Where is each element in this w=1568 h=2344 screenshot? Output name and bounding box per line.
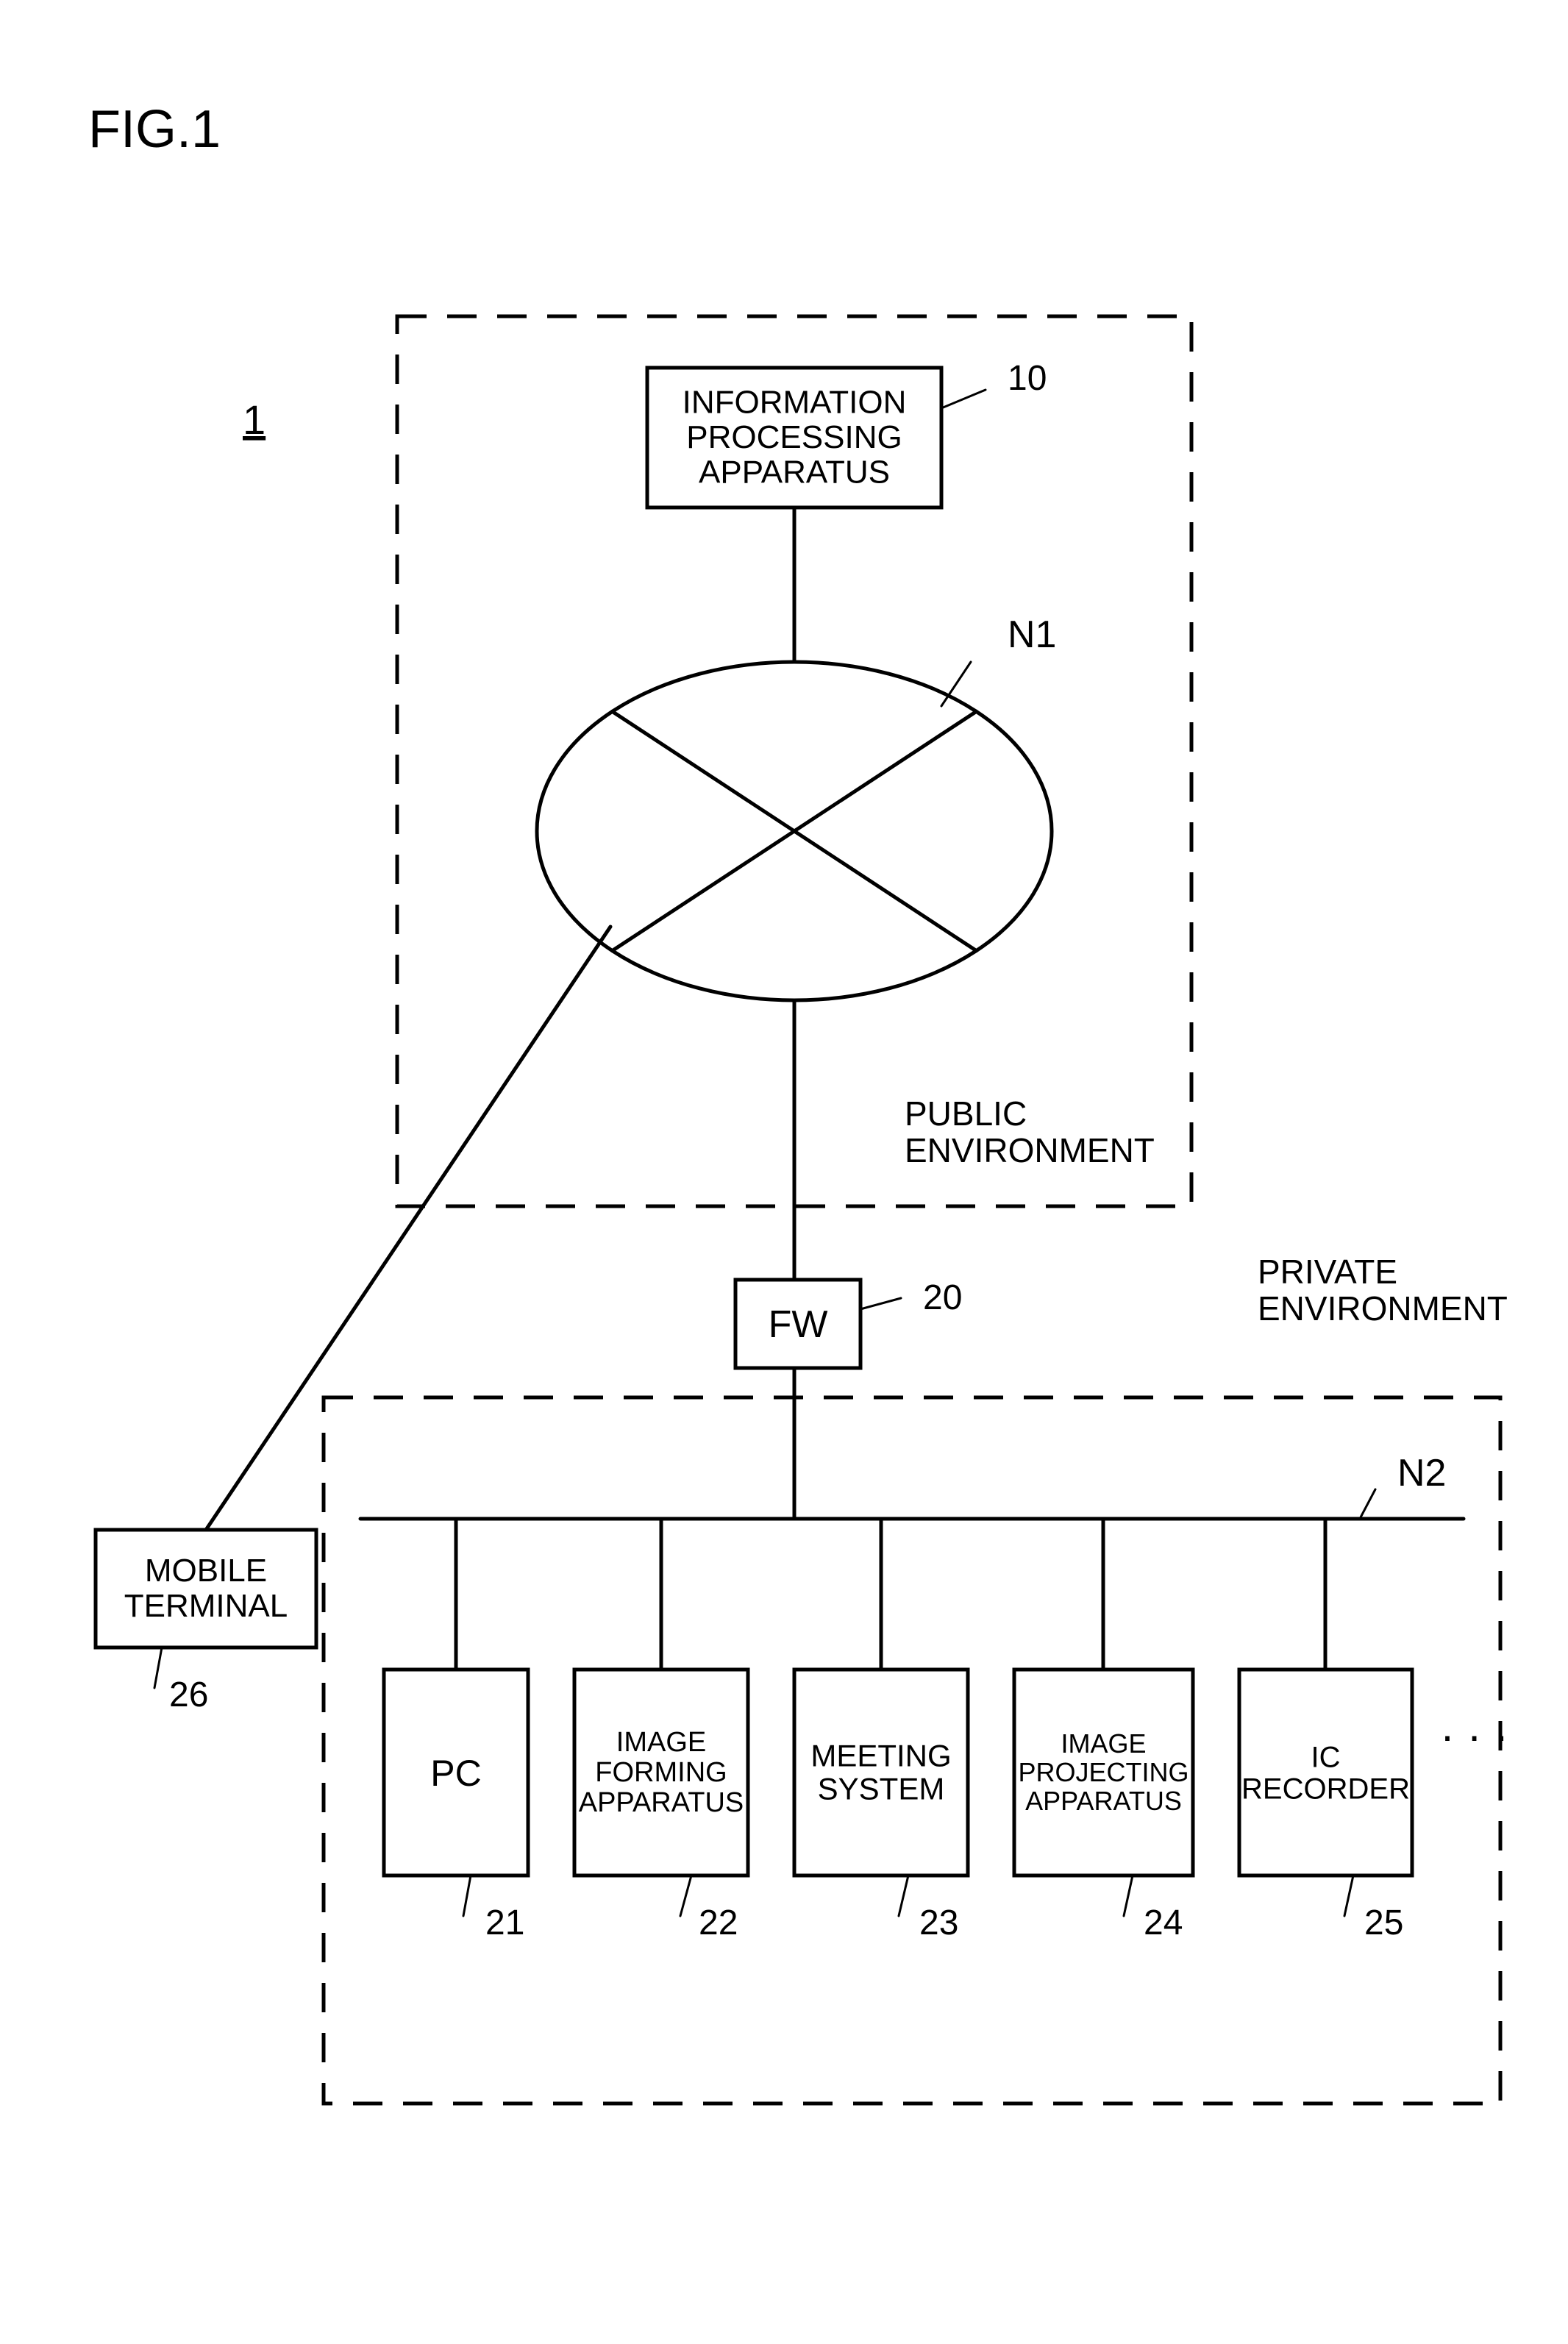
node-meeting-label: MEETINGSYSTEM (810, 1738, 951, 1806)
node-ic-rec-ref: 25 (1364, 1903, 1403, 1942)
network-n1-label: N1 (1008, 613, 1056, 656)
node-img-proj-ref: 24 (1144, 1903, 1183, 1942)
node-pc-label: PC (430, 1753, 481, 1794)
system-label: 1 (243, 396, 266, 443)
node-fw-ref: 20 (923, 1278, 962, 1317)
link-3 (206, 927, 610, 1530)
node-meeting-ref: 23 (919, 1903, 958, 1942)
node-img-form-ref: 22 (699, 1903, 738, 1942)
node-fw-label: FW (769, 1303, 828, 1346)
private-environment-label: PRIVATEENVIRONMENT (1258, 1253, 1508, 1328)
node-mobile-ref: 26 (169, 1675, 208, 1714)
node-pc-ref: 21 (485, 1903, 524, 1942)
figure-label: FIG.1 (88, 100, 221, 159)
bus-ellipsis: · · · (1440, 1711, 1508, 1760)
node-info-proc-label: INFORMATIONPROCESSINGAPPARATUS (683, 384, 907, 490)
node-info-proc-ref: 10 (1008, 359, 1047, 398)
public-environment-label: PUBLICENVIRONMENT (905, 1094, 1155, 1169)
bus-n2-label: N2 (1397, 1452, 1446, 1495)
node-mobile-label: MOBILETERMINAL (124, 1553, 288, 1624)
